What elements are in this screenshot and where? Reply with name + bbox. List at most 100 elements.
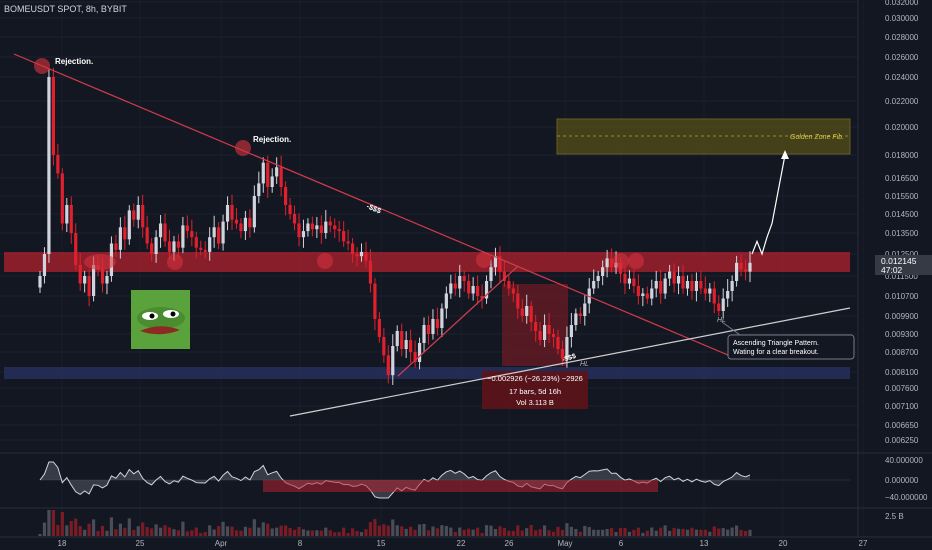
volume-bar xyxy=(444,525,448,536)
price-axis-tick: 0.022000 xyxy=(885,97,919,106)
time-axis[interactable]: 18 25 Apr 8 15 22 26 May 6 13 20 27 xyxy=(58,539,868,548)
candle-body xyxy=(266,162,270,187)
volume-bar xyxy=(239,530,243,536)
candle-body xyxy=(230,205,234,220)
volume-bar xyxy=(230,526,234,536)
volume-bar xyxy=(542,525,547,536)
candle-body xyxy=(708,288,712,294)
candle-body xyxy=(569,325,573,337)
volume-bar xyxy=(105,530,109,536)
volume-bar xyxy=(306,530,310,536)
candle-body xyxy=(449,283,453,294)
price-axis-tick: 0.009300 xyxy=(885,330,919,339)
candle-body xyxy=(105,276,109,284)
volume-bar xyxy=(270,528,274,536)
candle-body xyxy=(413,352,417,362)
volume-bar xyxy=(547,530,551,536)
candle-body xyxy=(225,205,230,222)
candle-body xyxy=(730,281,734,291)
time-axis-tick: 26 xyxy=(505,539,514,548)
candle-body xyxy=(261,162,265,184)
volume-bar xyxy=(100,525,105,536)
candle-body xyxy=(623,273,627,284)
candle-body xyxy=(100,269,105,284)
candle-body xyxy=(333,225,337,230)
vol-axis-tick: 2.5 B xyxy=(885,512,904,521)
candle-body xyxy=(270,176,274,187)
price-axis-tick: 0.015500 xyxy=(885,192,919,201)
candle-body xyxy=(699,281,703,289)
volume-bar xyxy=(181,521,185,536)
volume-bar xyxy=(350,528,355,536)
candle-body xyxy=(726,291,730,299)
volume-bar xyxy=(65,525,69,536)
osc-axis-tick: 0.000000 xyxy=(885,476,919,485)
candle-body xyxy=(38,276,42,288)
volume-bar xyxy=(38,534,42,536)
touch-circle xyxy=(628,253,644,269)
volume-bar xyxy=(217,526,221,536)
candle-body xyxy=(467,281,471,294)
volume-bar xyxy=(208,525,212,536)
candle-body xyxy=(538,331,542,340)
volume-bar xyxy=(574,529,578,536)
candle-body xyxy=(118,227,122,250)
time-axis-tick: 27 xyxy=(859,539,868,548)
inner-trendline xyxy=(397,265,519,377)
candle-body xyxy=(150,243,154,254)
measure-text: −0.002926 (−26.23%) −2926 xyxy=(487,374,583,383)
volume-bar xyxy=(337,532,341,536)
volume-bar xyxy=(364,529,368,536)
volume-bar xyxy=(199,533,203,536)
volume-bar xyxy=(569,526,573,536)
candle-body xyxy=(400,331,404,349)
candle-body xyxy=(74,233,78,265)
price-axis[interactable]: 0.032000 0.030000 0.028000 0.026000 0.024000… xyxy=(885,0,919,445)
price-axis-tick: 0.008100 xyxy=(885,368,919,377)
volume-bar xyxy=(431,526,435,536)
descending-trendline xyxy=(13,53,736,359)
candle-body xyxy=(659,281,663,294)
volume-bar xyxy=(462,529,466,536)
volume-bar xyxy=(212,529,216,536)
candle-body xyxy=(355,254,359,257)
candle-body xyxy=(87,276,91,296)
candle-body xyxy=(283,187,288,205)
candle-body xyxy=(292,214,297,224)
candle-body xyxy=(609,258,614,268)
candle-body xyxy=(127,210,131,240)
candle-body xyxy=(551,334,556,337)
volume-bar xyxy=(592,529,596,536)
volume-bar xyxy=(87,523,91,536)
rejection-label: Rejection. xyxy=(253,135,291,144)
candle-body xyxy=(627,278,632,284)
volume-bar xyxy=(699,529,703,536)
volume-bar xyxy=(417,524,422,536)
candle-body xyxy=(542,325,547,340)
last-price-tag xyxy=(875,255,932,275)
support-zone xyxy=(4,367,850,379)
volume-bar xyxy=(310,530,314,536)
candle-body xyxy=(484,281,489,299)
touch-circle xyxy=(317,253,333,269)
volume-bar xyxy=(391,519,395,536)
volume-bar xyxy=(243,526,248,536)
candle-body xyxy=(377,319,381,337)
volume-bar xyxy=(154,524,158,536)
candle-body xyxy=(297,223,301,238)
volume-bar xyxy=(659,527,663,536)
candle-body xyxy=(520,308,524,316)
candle-body xyxy=(350,243,355,254)
candle-body xyxy=(342,231,346,242)
candle-body xyxy=(489,267,493,281)
candle-body xyxy=(310,223,314,230)
volume-bar xyxy=(292,529,297,536)
candle-body xyxy=(234,219,239,224)
candle-body xyxy=(645,293,649,299)
candle-body xyxy=(694,281,699,291)
candle-body xyxy=(252,196,256,228)
price-axis-tick: 0.009900 xyxy=(885,312,919,321)
candle-body xyxy=(78,265,82,284)
volume-bar xyxy=(167,527,172,536)
